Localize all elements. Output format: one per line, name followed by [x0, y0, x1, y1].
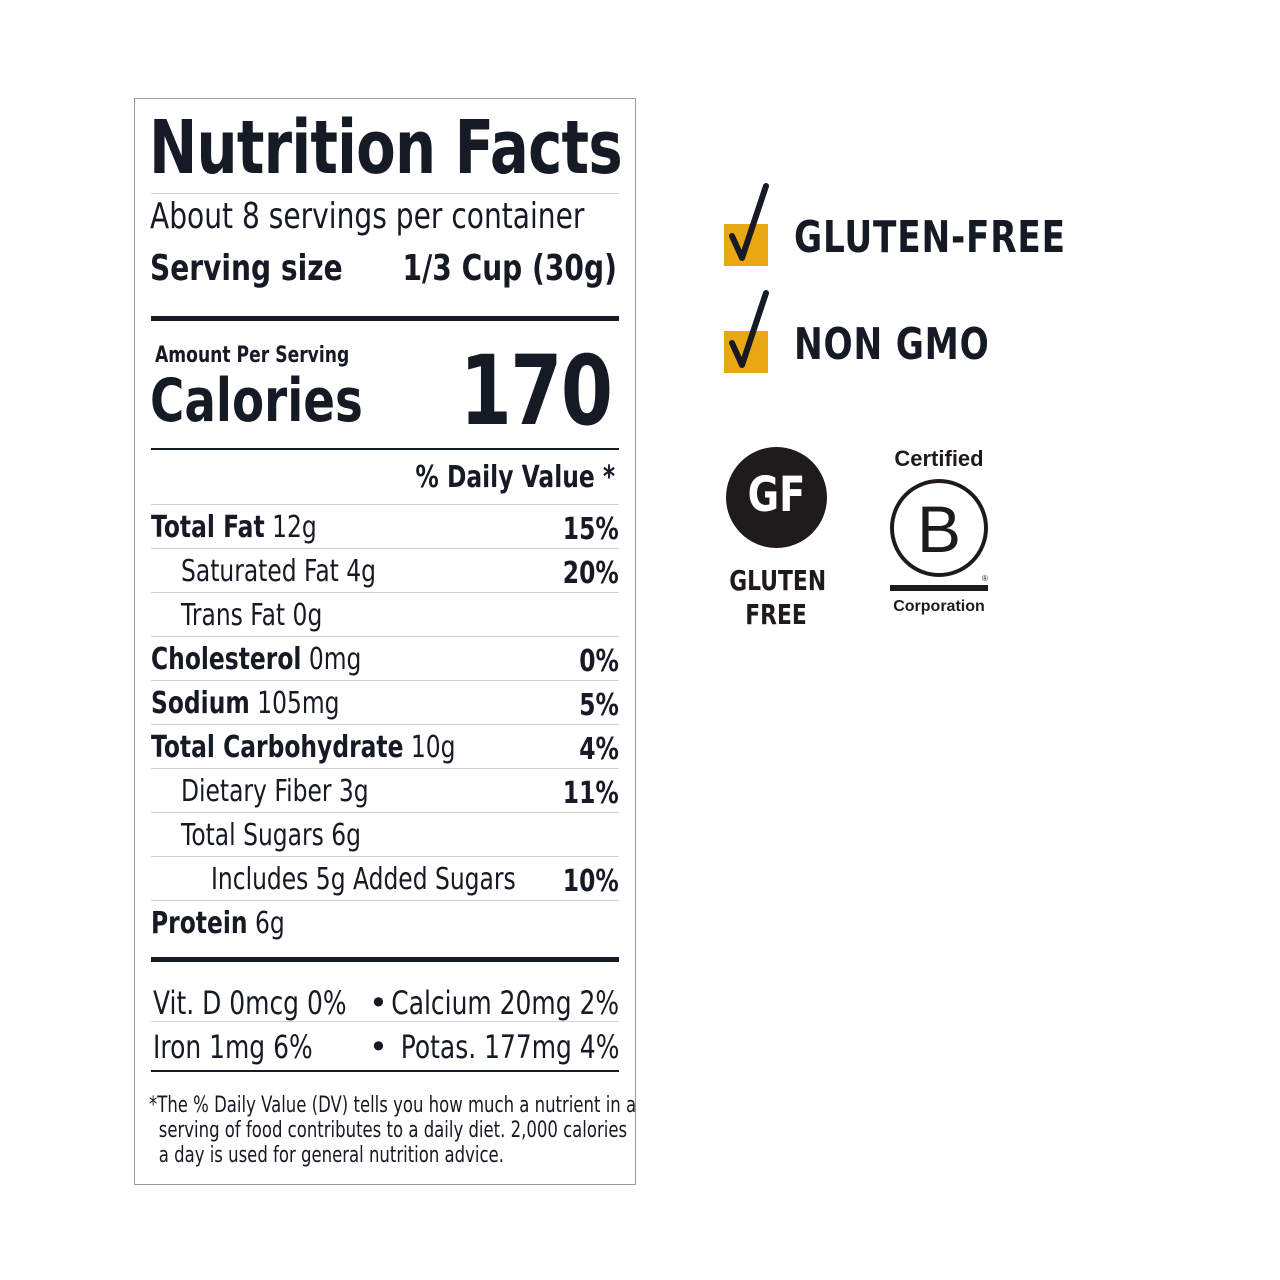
nutrient-row-dietary-fiber: Dietary Fiber 3g 11% [151, 769, 619, 813]
nutrient-row-trans-fat: Trans Fat 0g [151, 593, 619, 637]
amount-per-serving: Amount Per Serving [155, 343, 350, 368]
nutrient-row-total-carbohydrate: Total Carbohydrate 10g 4% [151, 730, 619, 769]
b-corp-icon: B ® [890, 479, 988, 591]
svg-text:B: B [917, 492, 961, 566]
calories-label: Calories [150, 366, 363, 436]
nutrition-facts-panel: Nutrition Facts About 8 servings per con… [134, 98, 636, 1185]
nutrition-facts-title: Nutrition Facts [149, 105, 623, 191]
servings-per-container: About 8 servings per container [150, 196, 585, 237]
nutrient-row-total-sugars: Total Sugars 6g [151, 813, 619, 857]
vitamin-row: Iron 1mg 6% • Potas. 177mg 4% [153, 1028, 619, 1066]
divider [151, 504, 619, 505]
gluten-free-badge-text: GLUTEN FREE [729, 564, 827, 631]
nutrient-row-cholesterol: Cholesterol 0mg 0% [151, 642, 619, 681]
nutrient-row-added-sugars: Includes 5g Added Sugars 10% [151, 857, 619, 901]
medium-divider [151, 448, 619, 450]
nutrient-row-total-fat: Total Fat 12g 15% [151, 510, 619, 549]
thick-divider [151, 957, 619, 962]
thick-divider [151, 316, 619, 321]
serving-size-label: Serving size [150, 248, 343, 289]
daily-value-header: % Daily Value * [415, 460, 615, 495]
vitamin-row: Vit. D 0mcg 0% • Calcium 20mg 2% [153, 984, 619, 1022]
divider [151, 193, 619, 194]
serving-size-value: 1/3 Cup (30g) [402, 248, 617, 289]
divider [151, 1021, 619, 1022]
gluten-free-badge-icon: GF [726, 447, 827, 548]
nutrient-row-sodium: Sodium 105mg 5% [151, 686, 619, 725]
nutrient-row-saturated-fat: Saturated Fat 4g 20% [151, 549, 619, 593]
claim-gluten-free: GLUTEN-FREE [724, 182, 1084, 266]
medium-divider [151, 1070, 619, 1072]
nutrient-row-protein: Protein 6g [151, 906, 285, 941]
check-icon [729, 183, 769, 261]
svg-text:®: ® [982, 574, 988, 583]
check-icon [729, 290, 769, 368]
calories-value: 170 [459, 335, 612, 447]
claim-non-gmo: NON GMO [724, 289, 1084, 373]
b-corp-logo: Certified B ® Corporation [884, 442, 994, 622]
daily-value-footnote: *The % Daily Value (DV) tells you how mu… [149, 1093, 637, 1168]
